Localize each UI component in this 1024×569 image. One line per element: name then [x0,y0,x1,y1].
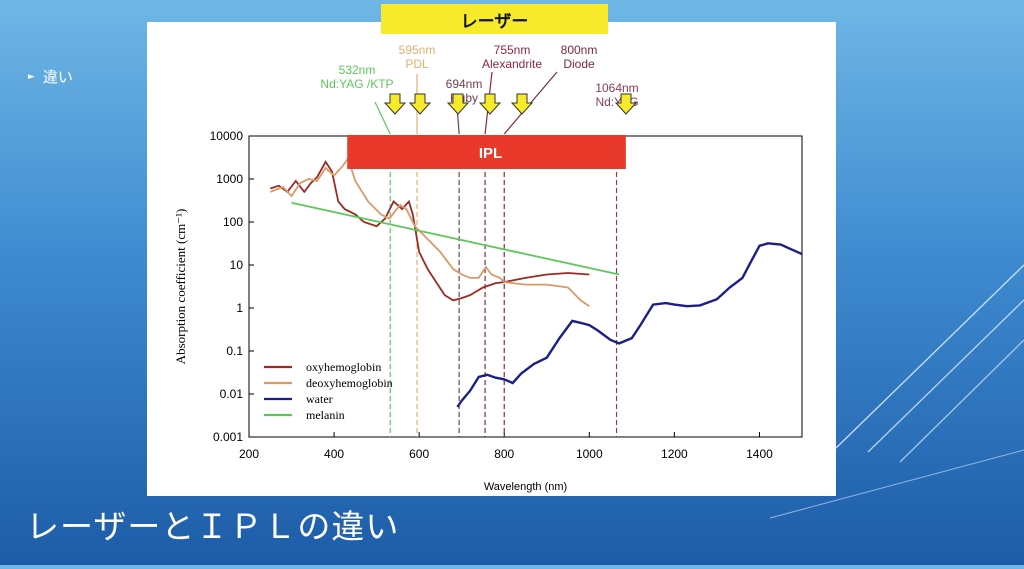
y-tick-label: 0.01 [220,387,244,401]
x-tick-label: 1400 [746,447,773,461]
bullet-item: ► 違い [28,66,73,87]
x-axis-label: Wavelength (nm) [484,481,567,493]
y-tick-label: 100 [223,215,243,229]
down-arrow-icon [410,94,430,114]
series-line-water [457,243,802,407]
ipl-label: IPL [479,145,502,162]
y-tick-label: 0.001 [213,430,243,444]
wavelength-label-800: 800nm [561,43,598,57]
y-tick-label: 10 [230,258,244,272]
wavelength-label-595: 595nm [399,43,436,57]
laser-banner: レーザー [381,4,608,34]
x-tick-label: 600 [409,447,429,461]
legend-label-melanin: melanin [306,408,345,422]
legend-label-oxyhemoglobin: oxyhemoglobin [306,360,381,374]
down-arrow-icon [512,94,532,114]
wavelength-sublabel-532: Nd:YAG /KTP [320,77,393,91]
y-tick-label: 0.1 [226,344,243,358]
y-tick-label: 1000 [216,172,243,186]
wavelength-sublabel-595: PDL [405,57,429,71]
down-arrow-icon [480,94,500,114]
slide-title: レーザーとＩＰＬの違い [26,500,399,548]
y-tick-label: 10000 [210,129,244,143]
y-axis-label: Absorption coefficient (cm⁻¹) [173,209,188,365]
down-arrow-icon [385,94,405,114]
x-tick-label: 400 [324,447,344,461]
x-tick-label: 1000 [576,447,603,461]
wavelength-sublabel-800: Diode [563,57,595,71]
wavelength-label-532: 532nm [339,63,376,77]
x-tick-label: 800 [494,447,514,461]
legend-label-water: water [306,392,333,406]
wavelength-label-755: 755nm [494,43,531,57]
y-tick-label: 1 [236,301,243,315]
x-tick-label: 1200 [661,447,688,461]
series-line-melanin [292,203,620,275]
bullet-arrow-icon: ► [28,72,35,82]
wavelength-sublabel-755: Alexandrite [482,57,542,71]
series-line-oxyhemoglobin [270,162,589,301]
x-tick-label: 200 [239,447,259,461]
wavelength-label-1064: 1064nm [595,81,638,95]
bullet-text: 違い [43,66,73,87]
legend-label-deoxyhemoglobin: deoxyhemoglobin [306,376,393,390]
wavelength-label-694: 694nm [446,77,483,91]
